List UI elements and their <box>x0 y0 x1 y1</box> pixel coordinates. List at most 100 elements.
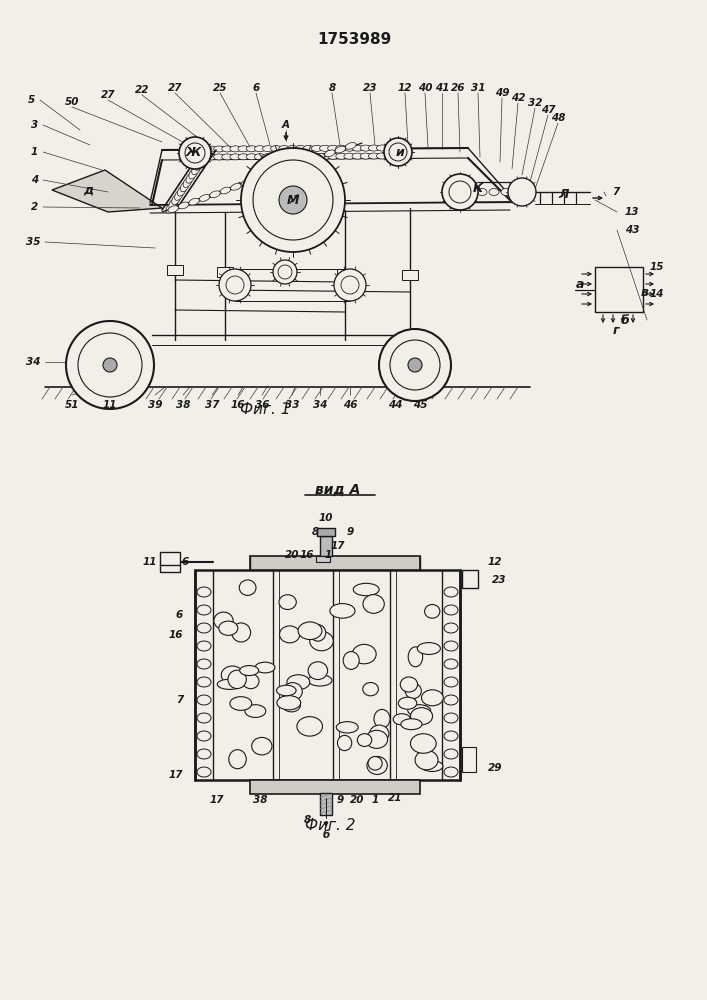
Text: 11: 11 <box>103 400 117 410</box>
Ellipse shape <box>310 625 326 641</box>
Text: в: в <box>641 286 649 298</box>
Bar <box>250 556 420 570</box>
Ellipse shape <box>178 202 189 209</box>
Text: 5: 5 <box>28 95 35 105</box>
Ellipse shape <box>230 697 252 710</box>
Ellipse shape <box>336 153 347 159</box>
Ellipse shape <box>252 176 262 183</box>
Polygon shape <box>52 170 162 212</box>
Ellipse shape <box>374 709 390 728</box>
Text: Ж: Ж <box>185 146 201 159</box>
Text: 47: 47 <box>541 105 555 115</box>
Ellipse shape <box>343 652 359 669</box>
Text: 34: 34 <box>25 357 40 367</box>
Circle shape <box>219 269 251 301</box>
Ellipse shape <box>197 767 211 777</box>
Text: 11: 11 <box>143 557 157 567</box>
Text: А: А <box>282 120 290 130</box>
Ellipse shape <box>400 677 418 692</box>
Ellipse shape <box>180 181 189 192</box>
Ellipse shape <box>444 659 458 669</box>
Ellipse shape <box>444 587 458 597</box>
Ellipse shape <box>330 604 355 618</box>
Ellipse shape <box>308 662 327 680</box>
Text: 8: 8 <box>328 83 336 93</box>
Circle shape <box>341 276 359 294</box>
Ellipse shape <box>197 749 211 759</box>
Text: 1: 1 <box>371 795 379 805</box>
Text: 14: 14 <box>650 289 665 299</box>
Ellipse shape <box>232 623 250 642</box>
Text: 7: 7 <box>612 187 619 197</box>
Text: 39: 39 <box>148 400 162 410</box>
Ellipse shape <box>377 145 387 151</box>
Text: 48: 48 <box>551 113 566 123</box>
Ellipse shape <box>304 157 315 164</box>
Ellipse shape <box>279 154 290 160</box>
Ellipse shape <box>206 154 216 160</box>
Ellipse shape <box>279 626 300 643</box>
Text: 35: 35 <box>25 237 40 247</box>
Ellipse shape <box>230 154 241 160</box>
Circle shape <box>278 265 292 279</box>
Ellipse shape <box>344 153 355 159</box>
Circle shape <box>508 178 536 206</box>
Ellipse shape <box>240 666 259 676</box>
Ellipse shape <box>197 659 211 669</box>
Text: 32: 32 <box>527 98 542 108</box>
Circle shape <box>384 138 412 166</box>
Text: 15: 15 <box>650 262 665 272</box>
Text: 6: 6 <box>182 557 189 567</box>
Text: 10: 10 <box>319 513 333 523</box>
Circle shape <box>185 143 205 163</box>
Ellipse shape <box>393 714 411 725</box>
Bar <box>320 793 332 815</box>
Ellipse shape <box>276 685 296 696</box>
Ellipse shape <box>199 195 210 201</box>
Bar <box>277 269 293 279</box>
Ellipse shape <box>279 146 290 152</box>
Text: 8: 8 <box>311 527 319 537</box>
Circle shape <box>390 340 440 390</box>
Ellipse shape <box>444 749 458 759</box>
Text: 50: 50 <box>65 97 79 107</box>
Ellipse shape <box>368 757 382 770</box>
Ellipse shape <box>287 154 298 160</box>
Ellipse shape <box>255 154 265 160</box>
Ellipse shape <box>238 154 249 160</box>
Bar <box>316 556 330 562</box>
Ellipse shape <box>444 641 458 651</box>
Ellipse shape <box>401 719 422 730</box>
Text: 37: 37 <box>205 400 219 410</box>
Ellipse shape <box>283 699 300 712</box>
Ellipse shape <box>172 194 180 205</box>
Circle shape <box>279 186 307 214</box>
Ellipse shape <box>310 631 333 651</box>
Ellipse shape <box>346 142 356 149</box>
Ellipse shape <box>238 146 249 152</box>
Ellipse shape <box>352 153 363 159</box>
Ellipse shape <box>311 145 322 151</box>
Text: 1: 1 <box>30 147 38 157</box>
Ellipse shape <box>271 154 281 160</box>
Ellipse shape <box>210 191 221 198</box>
Ellipse shape <box>366 730 387 748</box>
Text: вид A: вид A <box>315 483 361 497</box>
Ellipse shape <box>279 595 296 609</box>
Ellipse shape <box>218 621 238 635</box>
Circle shape <box>273 260 297 284</box>
Ellipse shape <box>357 734 372 746</box>
Ellipse shape <box>352 644 376 664</box>
Ellipse shape <box>335 146 346 153</box>
Ellipse shape <box>444 605 458 615</box>
Text: б: б <box>322 830 329 840</box>
Text: 26: 26 <box>451 83 465 93</box>
Ellipse shape <box>408 647 423 667</box>
Bar <box>337 269 353 279</box>
Bar <box>320 536 332 556</box>
Ellipse shape <box>377 153 387 159</box>
Ellipse shape <box>363 595 385 613</box>
Ellipse shape <box>370 725 389 742</box>
Text: 27: 27 <box>101 90 115 100</box>
Ellipse shape <box>245 705 266 717</box>
